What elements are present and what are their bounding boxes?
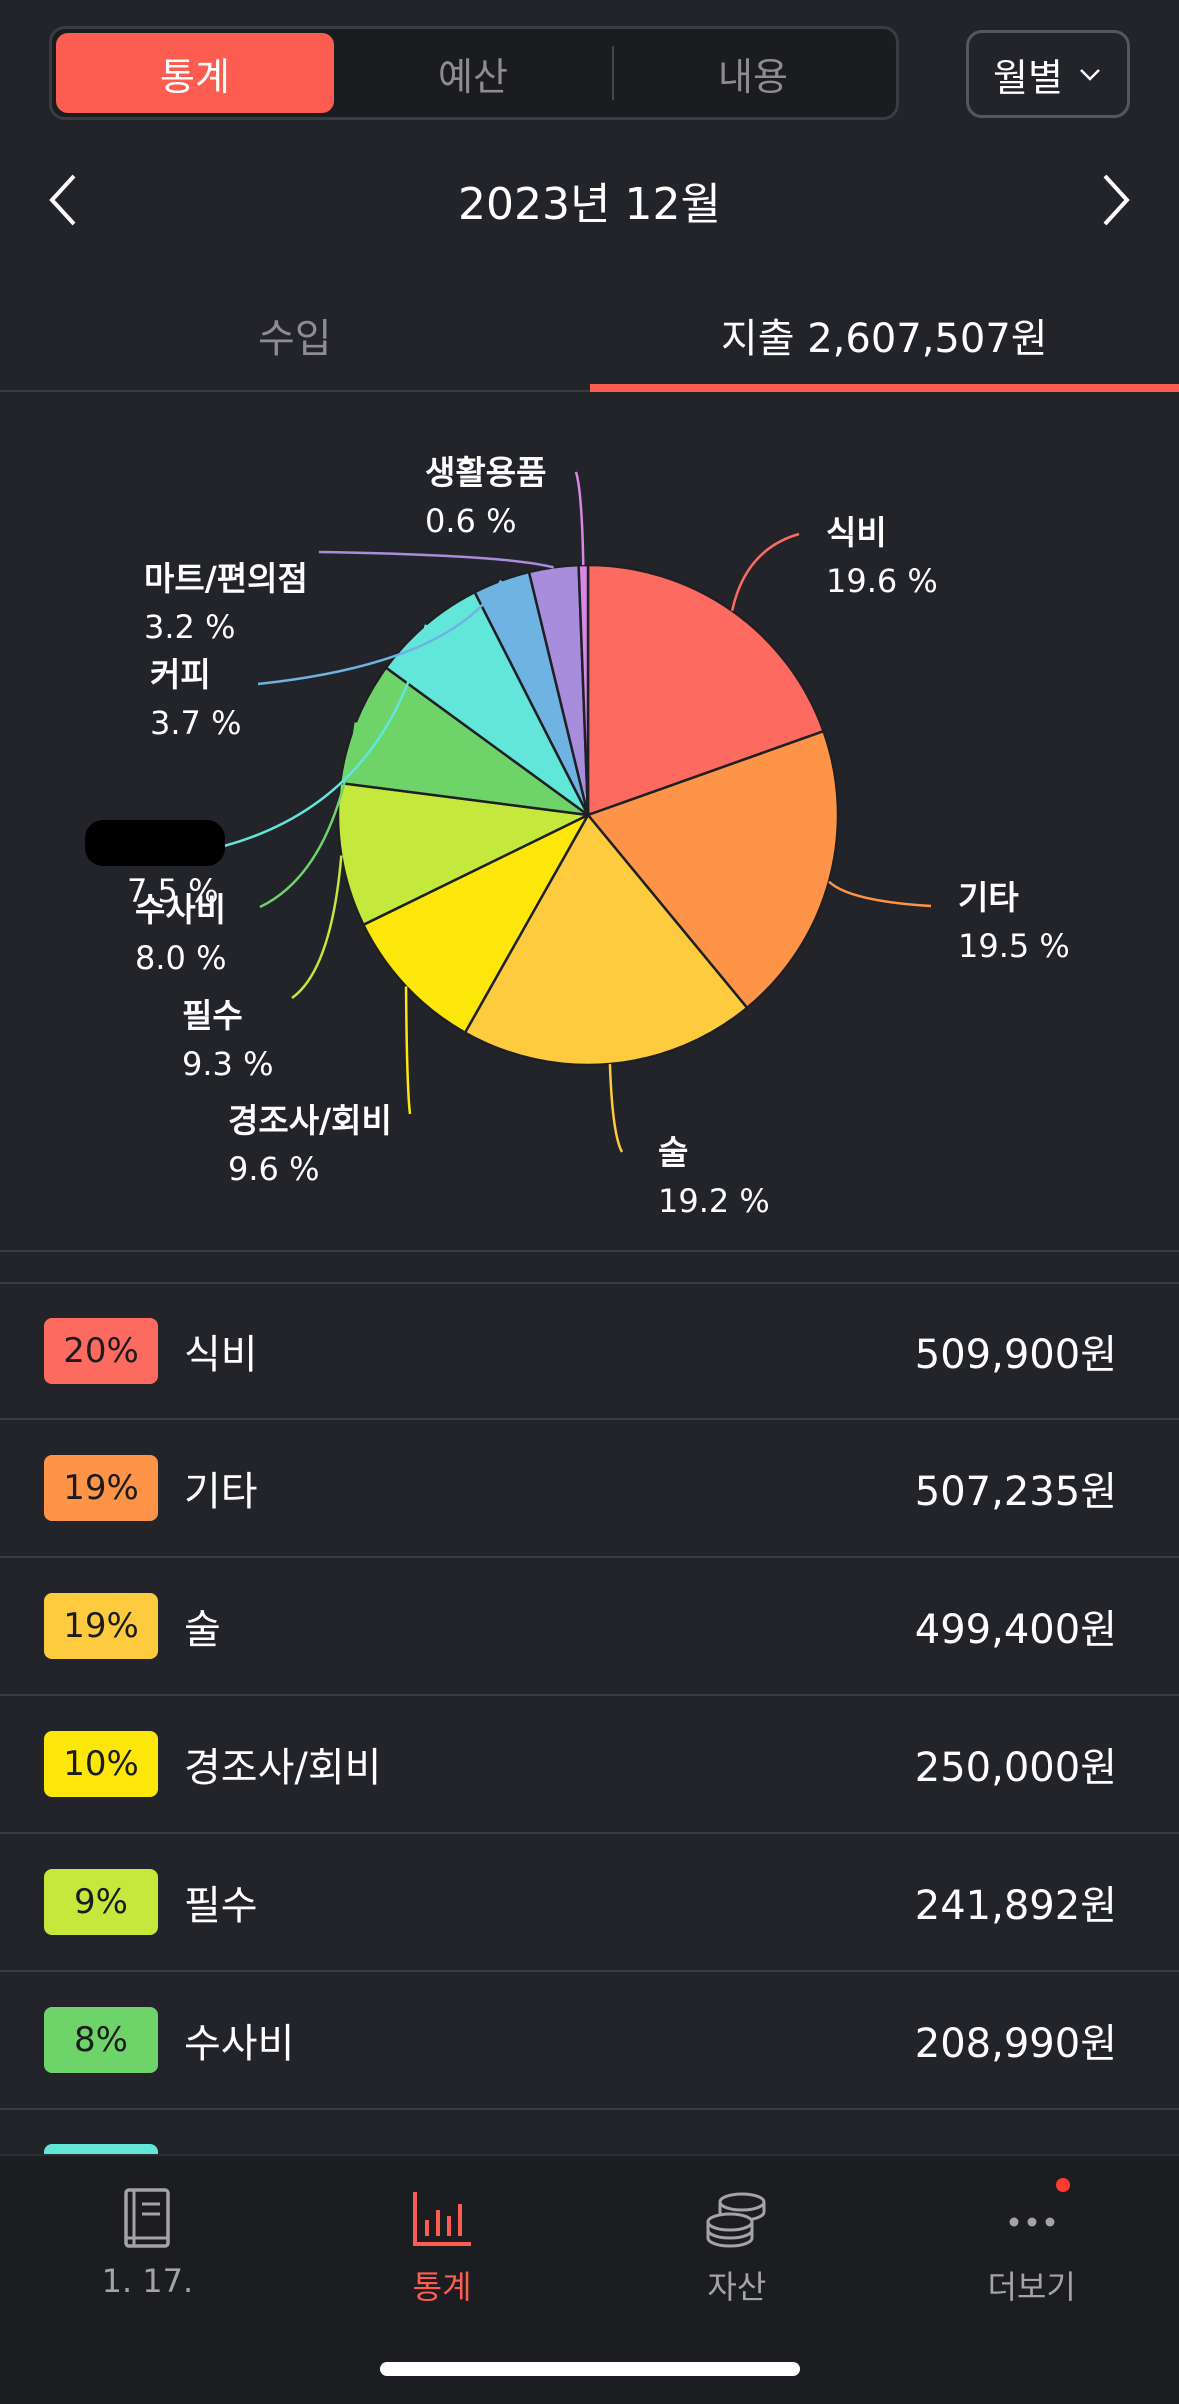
pie-slice[interactable] xyxy=(361,812,592,1035)
period-label: 월별 xyxy=(993,55,1063,100)
tab-statistics[interactable]: 통계 xyxy=(56,33,334,113)
pie-slice[interactable] xyxy=(336,781,593,927)
category-amount: 241,892원 xyxy=(914,1883,1117,1929)
period-dropdown[interactable]: 월별 xyxy=(966,30,1130,118)
category-amount: 509,900원 xyxy=(914,1332,1117,1378)
pie-slice-label: 생활용품 xyxy=(425,453,546,492)
category-name: 필수 xyxy=(184,1883,258,1929)
pie-leader-line xyxy=(404,986,412,1115)
income-expense-tabs: 수입 지출 2,607,507원 xyxy=(0,280,1179,392)
percent-badge: 9% xyxy=(44,1869,158,1935)
category-name: 식비 xyxy=(184,1332,258,1378)
pie-slice-percent: 3.7 % xyxy=(150,704,241,742)
pie-slice-label: 커피 xyxy=(150,655,211,694)
pie-leader-line xyxy=(730,532,800,612)
nav-assets[interactable]: 자산 xyxy=(590,2156,885,2404)
pie-chart-svg: 식비 19.6 % 기타 19.5 % 술 19.2 % 경조사/회비 9.6 % 필수 9.3 … xyxy=(85,453,1070,1220)
pie-slice[interactable] xyxy=(577,563,590,816)
redacted-label-mark xyxy=(85,820,225,866)
pie-slice-percent: 7.5 % xyxy=(127,872,218,910)
pie-leader-line xyxy=(828,880,932,908)
pie-leader-line xyxy=(318,550,554,569)
tab-expense[interactable]: 지출 2,607,507원 xyxy=(589,280,1179,392)
pie-leader-line xyxy=(574,471,585,566)
nav-more-label: 더보기 xyxy=(987,2268,1076,2306)
pie-slice[interactable] xyxy=(586,563,826,817)
book-icon xyxy=(124,2188,171,2248)
pie-slice-percent: 9.6 % xyxy=(228,1150,319,1188)
nav-more[interactable]: 더보기 xyxy=(884,2156,1179,2404)
pie-slice-percent: 3.2 % xyxy=(144,608,235,646)
pie-slice-percent: 0.6 % xyxy=(425,502,516,540)
category-list: 20% 식비 509,900원 19% 기타 507,235원 19% 술 49… xyxy=(0,1282,1179,2110)
nav-ledger-label: 1. 17. xyxy=(101,2262,194,2300)
pie-leader-line xyxy=(257,579,503,686)
month-navigation: 2023년 12월 xyxy=(0,160,1179,240)
category-row[interactable]: 9% 필수 241,892원 xyxy=(0,1834,1179,1972)
category-name: 수사비 xyxy=(184,2021,295,2067)
home-indicator xyxy=(380,2362,800,2376)
pie-leader-line xyxy=(608,1063,624,1153)
bar-chart-icon xyxy=(413,2192,472,2246)
nav-statistics-label: 통계 xyxy=(412,2268,472,2306)
category-amount: 499,400원 xyxy=(914,1607,1117,1653)
pie-slice-label: 기타 xyxy=(958,878,1019,917)
category-name: 기타 xyxy=(184,1469,258,1515)
category-row[interactable]: 20% 식비 509,900원 xyxy=(0,1282,1179,1420)
segment-divider xyxy=(612,46,614,100)
more-dots-icon xyxy=(1009,2217,1055,2227)
prev-month-button[interactable] xyxy=(36,172,92,228)
expense-pie-chart: 식비 19.6 % 기타 19.5 % 술 19.2 % 경조사/회비 9.6 % 필수 9.3 … xyxy=(0,394,1179,1252)
category-row[interactable]: 10% 경조사/회비 250,000원 xyxy=(0,1696,1179,1834)
month-title: 2023년 12월 xyxy=(458,179,721,230)
tab-budget[interactable]: 예산 xyxy=(438,54,508,99)
percent-badge: 10% xyxy=(44,1731,158,1797)
category-name: 경조사/회비 xyxy=(184,1745,382,1791)
category-row[interactable]: 19% 기타 507,235원 xyxy=(0,1420,1179,1558)
pie-slice-label: 마트/편의점 xyxy=(144,559,308,598)
pie-slice-percent: 9.3 % xyxy=(182,1045,273,1083)
pie-slice-label: 경조사/회비 xyxy=(228,1101,392,1140)
next-month-button[interactable] xyxy=(1087,172,1143,228)
nav-statistics[interactable]: 통계 xyxy=(295,2156,590,2404)
next-category-badge-peek xyxy=(44,2144,158,2156)
pie-leader-line xyxy=(223,624,428,848)
pie-slice-percent: 8.0 % xyxy=(135,939,226,977)
pie-slice-label: 술 xyxy=(658,1133,688,1172)
category-row[interactable]: 8% 수사비 208,990원 xyxy=(0,1972,1179,2110)
pie-slice-percent: 19.2 % xyxy=(658,1182,770,1220)
chart-divider xyxy=(0,1250,1179,1252)
nav-assets-label: 자산 xyxy=(707,2268,767,2306)
chevron-right-icon xyxy=(1103,174,1130,226)
percent-badge: 19% xyxy=(44,1593,158,1659)
percent-badge: 20% xyxy=(44,1318,158,1384)
pie-slice-label: 필수 xyxy=(182,996,243,1035)
notification-dot xyxy=(1056,2178,1071,2192)
category-amount: 507,235원 xyxy=(914,1469,1117,1515)
view-segmented-control: 통계 예산 내용 xyxy=(49,26,899,120)
chevron-down-icon xyxy=(1080,69,1100,81)
nav-ledger[interactable]: 1. 17. xyxy=(0,2156,295,2404)
chevron-left-icon xyxy=(49,174,76,226)
tab-income[interactable]: 수입 xyxy=(257,316,332,362)
pie-slice-label: 식비 xyxy=(826,513,887,552)
pie-slice[interactable] xyxy=(585,729,840,1010)
category-row[interactable]: 19% 술 499,400원 xyxy=(0,1558,1179,1696)
category-amount: 250,000원 xyxy=(914,1745,1117,1791)
pie-leader-line xyxy=(291,855,343,1000)
pie-leader-line xyxy=(259,722,358,909)
pie-slice-percent: 19.5 % xyxy=(958,927,1070,965)
category-name: 술 xyxy=(184,1607,221,1653)
percent-badge: 19% xyxy=(44,1455,158,1521)
percent-badge: 8% xyxy=(44,2007,158,2073)
coins-icon xyxy=(706,2192,766,2248)
pie-slice-percent: 19.6 % xyxy=(826,562,938,600)
tab-details[interactable]: 내용 xyxy=(718,54,788,99)
pie-slice-label: 수사비 xyxy=(135,890,226,929)
pie-slice[interactable] xyxy=(338,665,589,817)
category-amount: 208,990원 xyxy=(914,2021,1117,2067)
pie-slice[interactable] xyxy=(463,812,749,1067)
